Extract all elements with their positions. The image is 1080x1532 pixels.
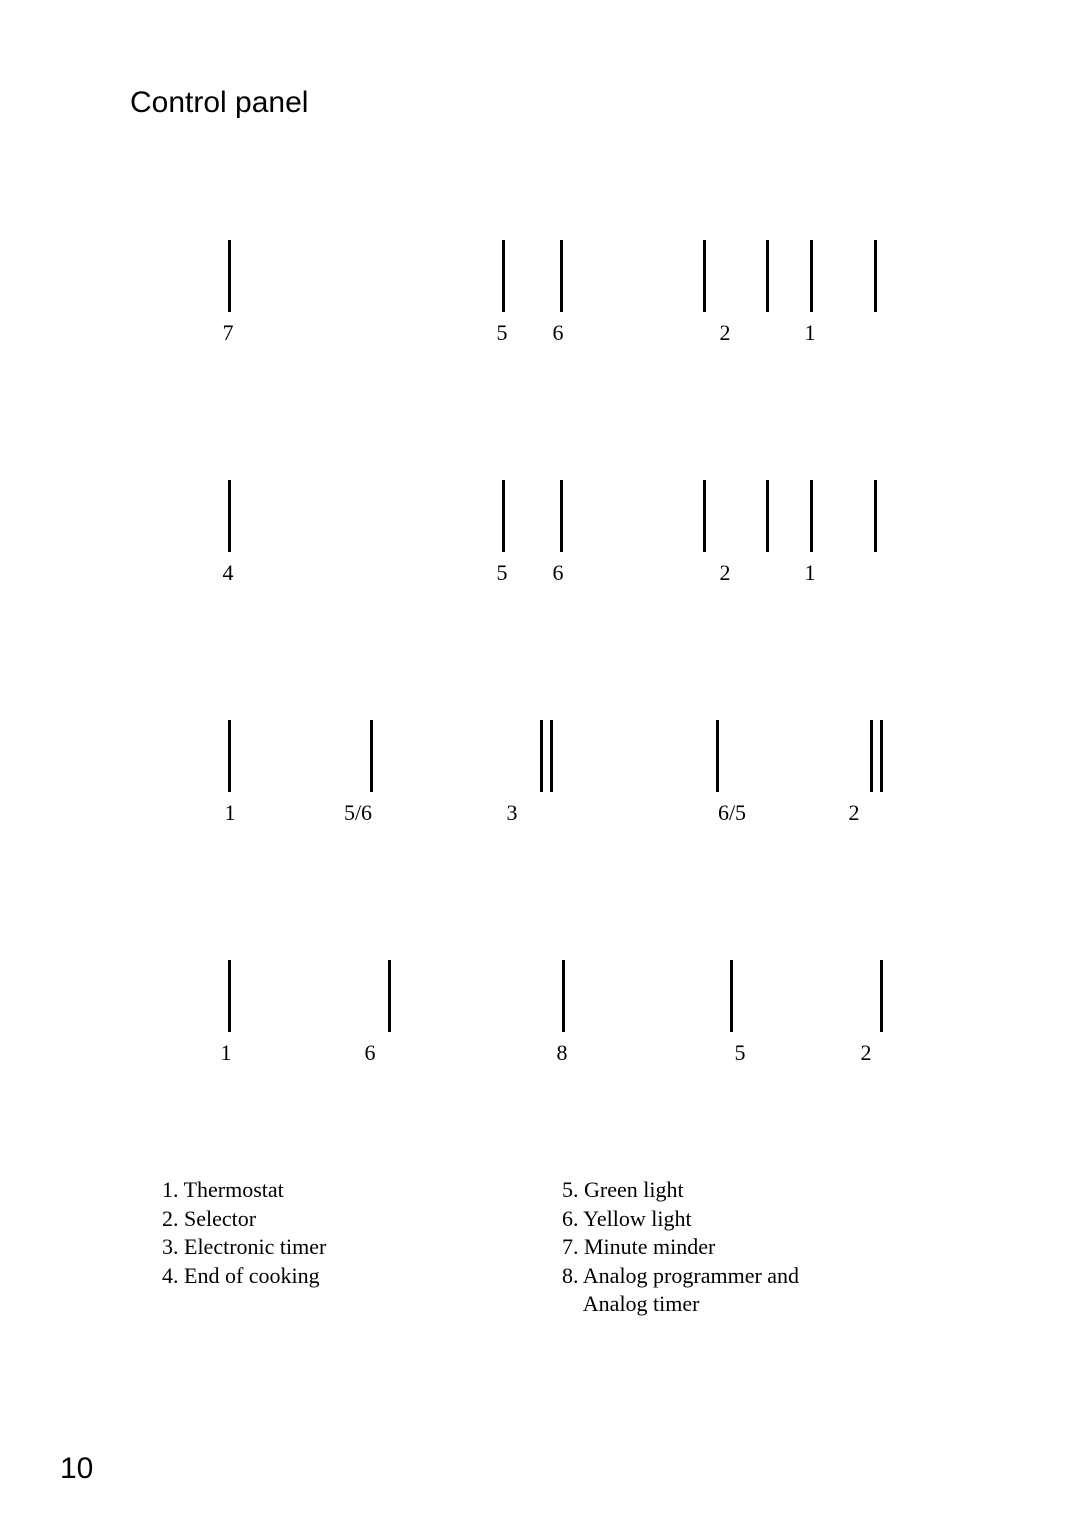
legend-entry: 2. Selector xyxy=(162,1205,562,1234)
legend-entry: 8. Analog programmer and xyxy=(562,1262,962,1291)
indicator-label: 5/6 xyxy=(344,800,372,826)
indicator-label: 2 xyxy=(861,1040,872,1066)
indicator-label: 2 xyxy=(720,320,731,346)
indicator-tick xyxy=(716,720,719,792)
indicator-tick xyxy=(502,240,505,312)
indicator-tick xyxy=(874,480,877,552)
indicator-tick xyxy=(703,480,706,552)
indicator-tick xyxy=(766,480,769,552)
indicator-label: 5 xyxy=(497,320,508,346)
indicator-tick xyxy=(870,720,873,792)
indicator-label: 2 xyxy=(849,800,860,826)
indicator-tick xyxy=(502,480,505,552)
diagram-row: 4 5 6 2 1 xyxy=(130,480,980,720)
indicator-label: 5 xyxy=(497,560,508,586)
legend-entry: 4. End of cooking xyxy=(162,1262,562,1291)
diagram-row: 1 6 8 5 2 xyxy=(130,960,980,1200)
indicator-label: 3 xyxy=(507,800,518,826)
indicator-tick xyxy=(228,720,231,792)
indicator-tick xyxy=(540,720,543,792)
indicator-tick xyxy=(810,240,813,312)
indicator-label: 4 xyxy=(223,560,234,586)
indicator-tick xyxy=(228,960,231,1032)
indicator-tick xyxy=(550,720,553,792)
page-number: 10 xyxy=(60,1452,93,1486)
legend-entry: 7. Minute minder xyxy=(562,1233,962,1262)
diagrams-container: 7 5 6 2 1 4 5 6 2 1 1 5/6 3 6/5 2 1 6 8 5 2 xyxy=(130,240,980,1200)
indicator-tick xyxy=(560,480,563,552)
indicator-tick xyxy=(880,960,883,1032)
indicator-label: 6/5 xyxy=(718,800,746,826)
indicator-tick xyxy=(880,720,883,792)
indicator-label: 1 xyxy=(805,320,816,346)
indicator-label: 8 xyxy=(557,1040,568,1066)
indicator-tick xyxy=(560,240,563,312)
indicator-tick xyxy=(730,960,733,1032)
indicator-tick xyxy=(228,480,231,552)
indicator-label: 6 xyxy=(365,1040,376,1066)
indicator-label: 6 xyxy=(553,320,564,346)
indicator-label: 5 xyxy=(735,1040,746,1066)
legend-entry: Analog timer xyxy=(562,1290,962,1319)
indicator-label: 1 xyxy=(221,1040,232,1066)
indicator-label: 1 xyxy=(805,560,816,586)
indicator-label: 1 xyxy=(225,800,236,826)
indicator-tick xyxy=(703,240,706,312)
indicator-tick xyxy=(874,240,877,312)
diagram-row: 7 5 6 2 1 xyxy=(130,240,980,480)
indicator-tick xyxy=(228,240,231,312)
indicator-tick xyxy=(562,960,565,1032)
indicator-tick xyxy=(810,480,813,552)
indicator-label: 6 xyxy=(553,560,564,586)
indicator-label: 2 xyxy=(720,560,731,586)
page-title: Control panel xyxy=(130,86,980,120)
indicator-tick xyxy=(766,240,769,312)
legend-entry: 3. Electronic timer xyxy=(162,1233,562,1262)
page: Control panel 7 5 6 2 1 4 5 6 2 1 1 5/6 3 6/5 2 1 6 8 5 2 1… xyxy=(0,0,1080,1532)
indicator-tick xyxy=(388,960,391,1032)
indicator-tick xyxy=(370,720,373,792)
diagram-row: 1 5/6 3 6/5 2 xyxy=(130,720,980,960)
legend-entry: 6. Yellow light xyxy=(562,1205,962,1234)
indicator-label: 7 xyxy=(223,320,234,346)
